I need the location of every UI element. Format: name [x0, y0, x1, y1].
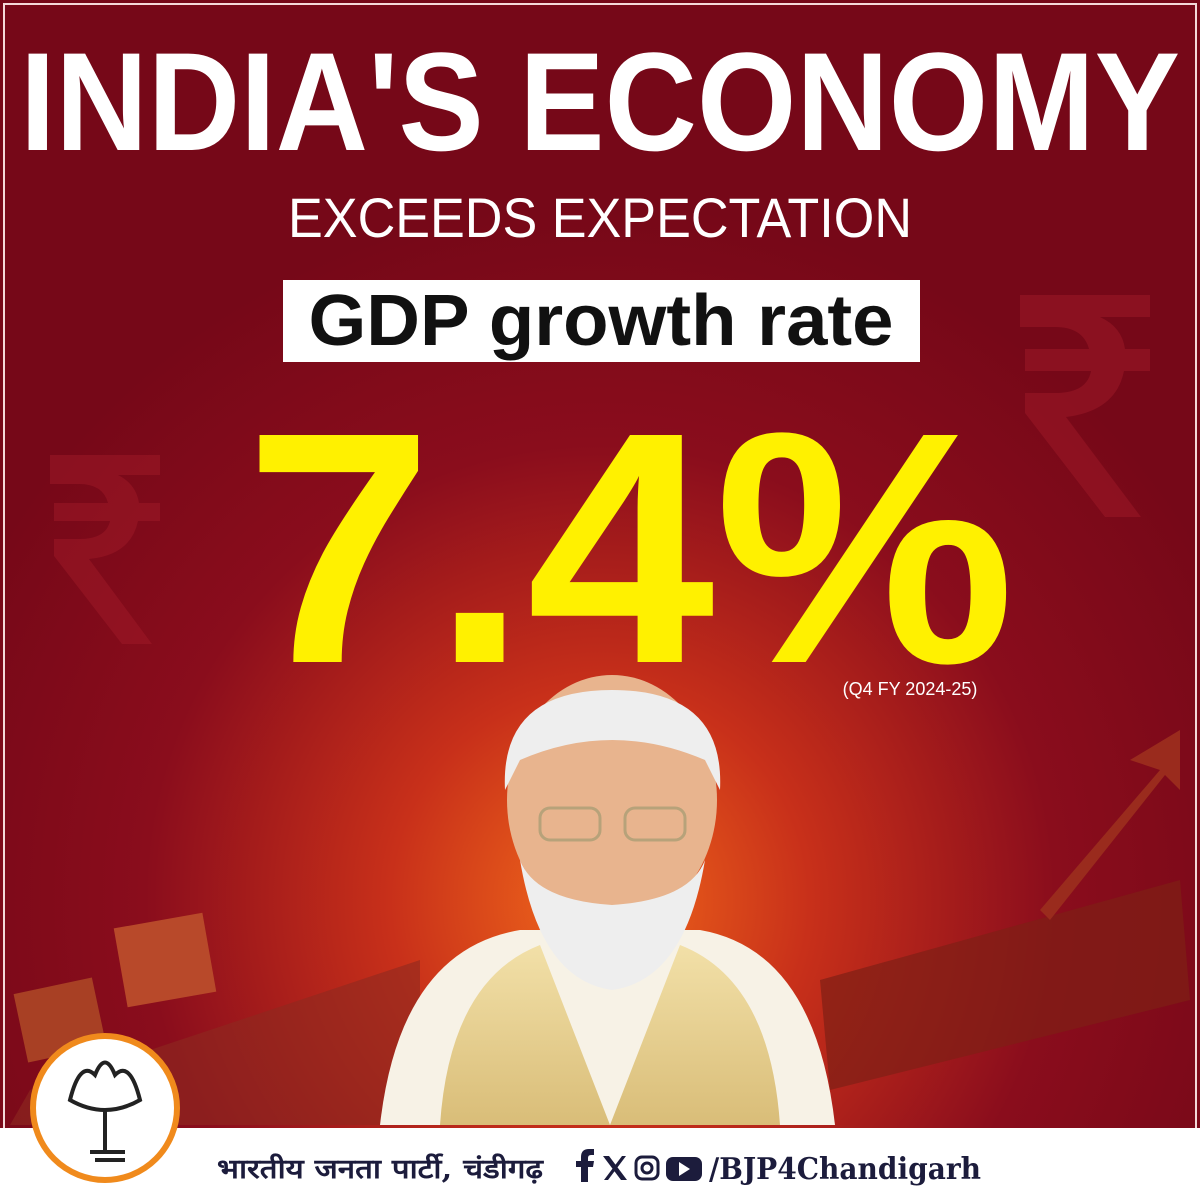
organization: भारतीय जनता पार्टी, चंडीगढ़	[217, 1153, 545, 1185]
subtitle: EXCEEDS EXPECTATION	[288, 186, 912, 249]
social-icons	[576, 1149, 702, 1182]
label-box	[283, 280, 920, 362]
logo	[30, 1033, 180, 1183]
label: GDP growth rate	[309, 281, 894, 361]
decor	[50, 295, 1150, 644]
handle[interactable]: /BJP4Chandigarh	[709, 1152, 981, 1187]
period: (Q4 FY 2024-25)	[843, 679, 978, 699]
footer-band	[0, 1128, 1200, 1200]
title: INDIA'S ECONOMY	[20, 23, 1180, 180]
portrait	[380, 675, 835, 1125]
value: 7.4%	[245, 363, 1015, 732]
